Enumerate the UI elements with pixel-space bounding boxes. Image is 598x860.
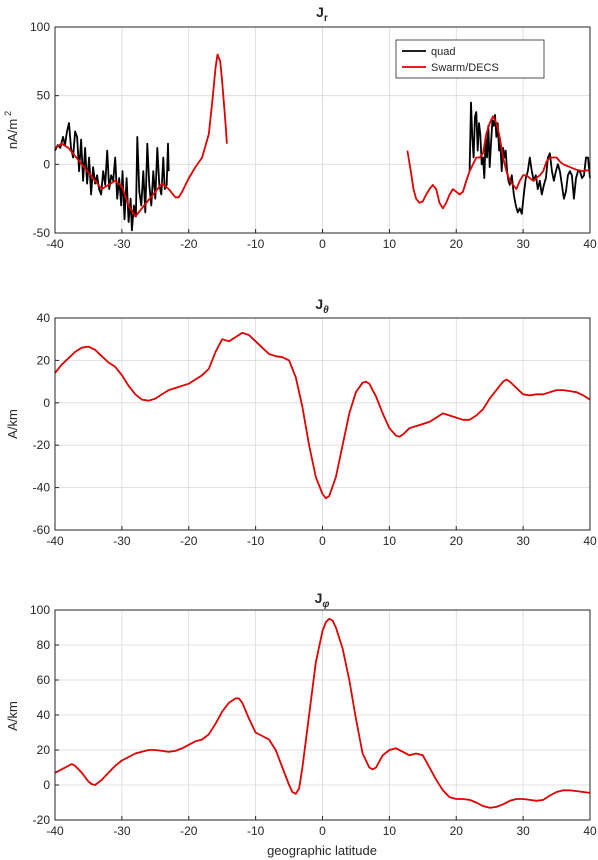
- series-line-current-0: [54, 331, 591, 500]
- x-tick-label: -40: [46, 534, 64, 548]
- y-axis-label: nA/m2: [3, 111, 20, 149]
- x-tick-label: 30: [516, 824, 530, 838]
- x-tick-label: 20: [450, 534, 464, 548]
- panel-title: Jr: [316, 4, 328, 24]
- x-tick-label: 10: [383, 534, 397, 548]
- x-tick-label: 20: [450, 237, 464, 251]
- y-tick-label: -40: [33, 481, 51, 495]
- x-tick-label: -40: [46, 824, 64, 838]
- panel-jtheta: Jθ A/km -40 -30 -20 -10 0 10 20 30 40-60-40-2002…: [5, 296, 597, 548]
- legend-label-swarm: Swarm/DECS: [431, 62, 499, 74]
- x-tick-label: 40: [583, 237, 597, 251]
- x-tick-label: -30: [113, 534, 131, 548]
- series-line-swarm-decs-0: [54, 53, 228, 218]
- y-tick-label: 80: [37, 638, 51, 652]
- y-tick-label: 20: [37, 743, 51, 757]
- x-tick-label: 10: [383, 824, 397, 838]
- y-tick-label: 0: [43, 157, 50, 171]
- y-tick-label: -20: [33, 438, 51, 452]
- x-tick-label: 0: [319, 237, 326, 251]
- x-tick-label: 10: [383, 237, 397, 251]
- x-tick-label: -20: [180, 824, 198, 838]
- x-tick-label: 40: [583, 534, 597, 548]
- legend-label-quad: quad: [431, 46, 455, 58]
- panel-title: Jφ: [315, 590, 330, 610]
- panel-title: Jθ: [315, 296, 329, 316]
- y-tick-label: -20: [33, 813, 51, 827]
- x-tick-label: -20: [180, 237, 198, 251]
- y-tick-label: 50: [37, 89, 51, 103]
- x-tick-label: 20: [450, 824, 464, 838]
- y-tick-label: 40: [37, 311, 51, 325]
- x-tick-label: -40: [46, 237, 64, 251]
- x-tick-label: -20: [180, 534, 198, 548]
- y-tick-label: 100: [30, 20, 50, 34]
- series-line-quad-1: [468, 101, 591, 215]
- x-tick-label: 30: [516, 237, 530, 251]
- y-axis-label: A/km: [5, 409, 20, 439]
- y-tick-label: 20: [37, 353, 51, 367]
- x-tick-label: -10: [247, 534, 265, 548]
- y-tick-label: 60: [37, 673, 51, 687]
- y-tick-label: -50: [33, 226, 51, 240]
- legend-box: [395, 39, 545, 79]
- x-tick-label: 40: [583, 824, 597, 838]
- x-tick-label: -30: [113, 237, 131, 251]
- panel-jr: Jr nA/m2 -40 -30 -20 -10 0 10 20 30 40-50050100 …: [3, 4, 597, 251]
- y-tick-label: 100: [30, 603, 50, 617]
- series-line-quad-0: [54, 122, 170, 232]
- x-tick-label: -10: [247, 824, 265, 838]
- x-tick-label: -10: [247, 237, 265, 251]
- y-axis-label: A/km: [5, 701, 20, 731]
- y-tick-label: 40: [37, 708, 51, 722]
- series-line-current-0: [54, 617, 591, 809]
- x-tick-label: -30: [113, 824, 131, 838]
- x-tick-label: 0: [319, 534, 326, 548]
- y-tick-label: -60: [33, 523, 51, 537]
- y-tick-label: 0: [43, 396, 50, 410]
- x-tick-label: 30: [516, 534, 530, 548]
- x-axis-label: geographic latitude: [267, 843, 377, 858]
- x-tick-label: 0: [319, 824, 326, 838]
- panel-jphi: Jφ A/km geographic latitude -40 -30 -20 -10…: [5, 590, 597, 858]
- legend: quad Swarm/DECS: [395, 39, 545, 79]
- y-tick-label: 0: [43, 778, 50, 792]
- series-line-swarm-decs-1: [406, 115, 591, 210]
